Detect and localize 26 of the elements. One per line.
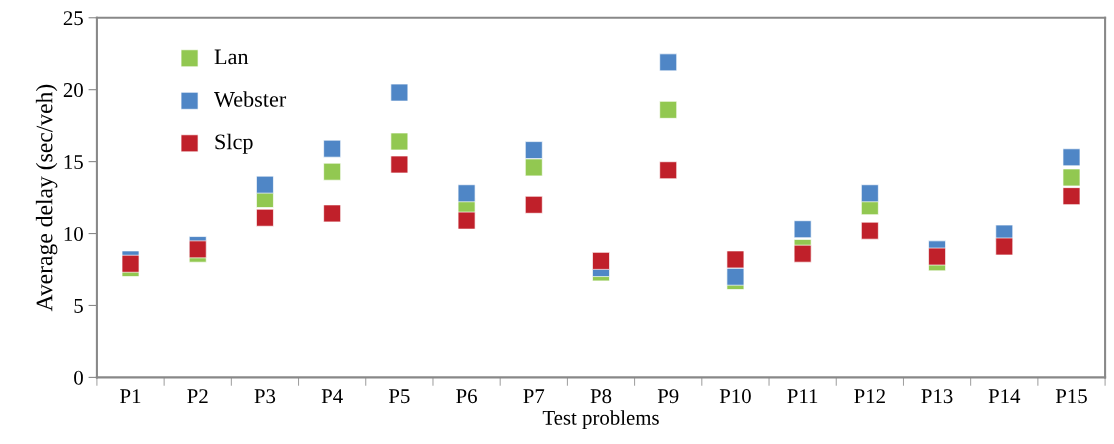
y-tick-label: 0 [74, 370, 83, 385]
x-tick-label: P9 [657, 389, 679, 404]
y-tick-label: 5 [74, 299, 83, 313]
x-tick-label: P1 [120, 389, 141, 403]
legend-label: Slcp [215, 133, 253, 154]
legend-label: Webster [214, 91, 287, 107]
x-tick-label: P13 [921, 389, 953, 404]
x-tick-label: P11 [787, 389, 818, 403]
y-tick-label: 25 [63, 11, 83, 26]
x-tick-label: P10 [719, 389, 751, 404]
x-tick-label: P3 [254, 389, 276, 404]
x-tick-label: P8 [590, 389, 612, 404]
y-tick-label: 10 [64, 226, 83, 241]
legend-label: Lan [214, 49, 249, 65]
x-axis-title: Test problems [542, 410, 659, 430]
x-tick-label: P4 [321, 389, 343, 403]
x-tick-label: P5 [388, 389, 410, 404]
y-tick-label: 20 [63, 83, 83, 98]
y-axis-title: Average delay (sec/veh) [35, 84, 58, 312]
x-tick-label: P15 [1055, 389, 1087, 404]
x-tick-label: P14 [988, 389, 1021, 403]
x-tick-label: P2 [187, 389, 208, 403]
y-tick-label: 15 [64, 155, 83, 170]
x-tick-label: P12 [854, 389, 885, 403]
x-tick-label: P7 [523, 389, 545, 403]
x-tick-label: P6 [456, 389, 477, 404]
